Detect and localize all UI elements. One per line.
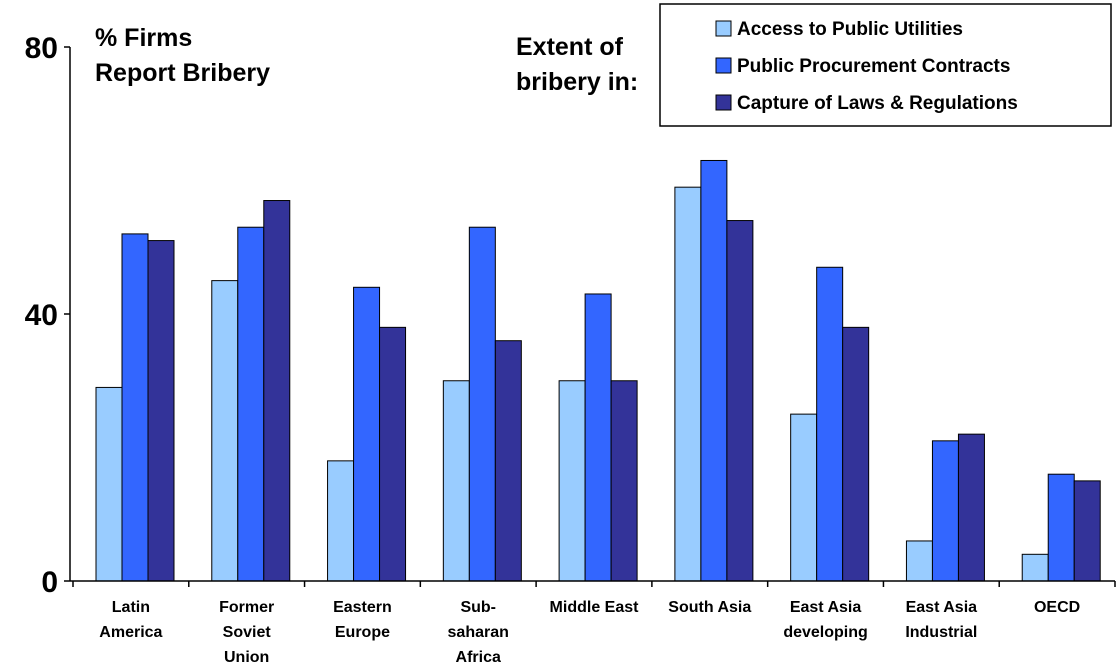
legend-label-capture-of-laws-regulations: Capture of Laws & Regulations <box>737 93 1018 114</box>
bar-oecd-access-to-public-utilities <box>1021 553 1049 582</box>
bar-east-asia-industrial-access-to-public-utilities <box>905 540 933 582</box>
bar-latin-america-access-to-public-utilities <box>95 386 123 582</box>
bar-latin-america-capture-of-laws-regulations <box>147 240 175 582</box>
bar-east-asia-developing-capture-of-laws-regulations <box>842 326 870 582</box>
bar-latin-america-public-procurement-contracts <box>121 233 149 582</box>
bar-middle-east-public-procurement-contracts <box>584 293 612 582</box>
bar-eastern-europe-capture-of-laws-regulations <box>379 326 407 582</box>
bar-former-soviet-union-access-to-public-utilities <box>211 280 239 582</box>
bar-south-asia-capture-of-laws-regulations <box>726 220 754 582</box>
axes <box>64 46 1116 587</box>
x-tick-label-former-soviet-union: Former Soviet Union <box>219 599 274 666</box>
bar-sub-saharan-africa-capture-of-laws-regulations <box>494 340 522 582</box>
bar-south-asia-access-to-public-utilities <box>674 186 702 582</box>
bar-east-asia-industrial-capture-of-laws-regulations <box>957 433 985 582</box>
legend-swatch-capture-of-laws-regulations <box>715 94 732 111</box>
y-tick-labels: 0 40 80 <box>25 32 58 599</box>
bar-former-soviet-union-public-procurement-contracts <box>237 226 265 582</box>
bars <box>95 159 1101 582</box>
legend: Access to Public Utilities Public Procure… <box>659 3 1112 127</box>
x-tick-label-east-asia-developing: East Asia developing <box>783 599 867 641</box>
bar-oecd-public-procurement-contracts <box>1047 473 1075 582</box>
x-tick-label-east-asia-industrial: East Asia Industrial <box>905 599 977 641</box>
x-tick-label-eastern-europe: Eastern Europe <box>333 599 392 641</box>
legend-swatch-public-procurement-contracts <box>715 57 732 74</box>
bar-sub-saharan-africa-public-procurement-contracts <box>468 226 496 582</box>
bar-eastern-europe-access-to-public-utilities <box>327 460 355 582</box>
bar-eastern-europe-public-procurement-contracts <box>353 286 381 582</box>
y-axis-label-text: % Firms Report Bribery <box>95 24 270 87</box>
legend-label-public-procurement-contracts: Public Procurement Contracts <box>737 56 1010 77</box>
bar-south-asia-public-procurement-contracts <box>700 159 728 582</box>
legend-swatch-access-to-public-utilities <box>715 20 732 37</box>
legend-box <box>659 3 1112 127</box>
x-tick-label-middle-east: Middle East <box>550 599 640 616</box>
x-tick-label-oecd: OECD <box>1034 599 1080 616</box>
bar-east-asia-industrial-public-procurement-contracts <box>931 440 959 582</box>
y-tick-label: 0 <box>41 566 58 599</box>
chart-annotation: Extent of bribery in: <box>516 33 638 96</box>
bar-middle-east-access-to-public-utilities <box>558 380 586 582</box>
y-tick-label: 40 <box>25 299 58 332</box>
x-tick-label-sub-saharan-africa: Sub-saharan Africa <box>448 599 509 666</box>
bar-east-asia-developing-public-procurement-contracts <box>816 266 844 582</box>
bar-east-asia-developing-access-to-public-utilities <box>790 413 818 582</box>
bar-sub-saharan-africa-access-to-public-utilities <box>442 380 470 582</box>
bar-middle-east-capture-of-laws-regulations <box>610 380 638 582</box>
x-tick-labels: Latin America Former Soviet Union Eastern Euro… <box>99 599 1080 666</box>
bar-former-soviet-union-capture-of-laws-regulations <box>263 200 291 582</box>
y-tick-label: 80 <box>25 32 58 65</box>
annotation-text: Extent of bribery in: <box>516 33 638 96</box>
legend-label-access-to-public-utilities: Access to Public Utilities <box>737 19 963 40</box>
bar-oecd-capture-of-laws-regulations <box>1073 480 1101 582</box>
y-axis-label: % Firms Report Bribery <box>95 24 270 87</box>
x-tick-label-south-asia: South Asia <box>668 599 751 616</box>
x-tick-label-latin-america: Latin America <box>99 599 162 641</box>
